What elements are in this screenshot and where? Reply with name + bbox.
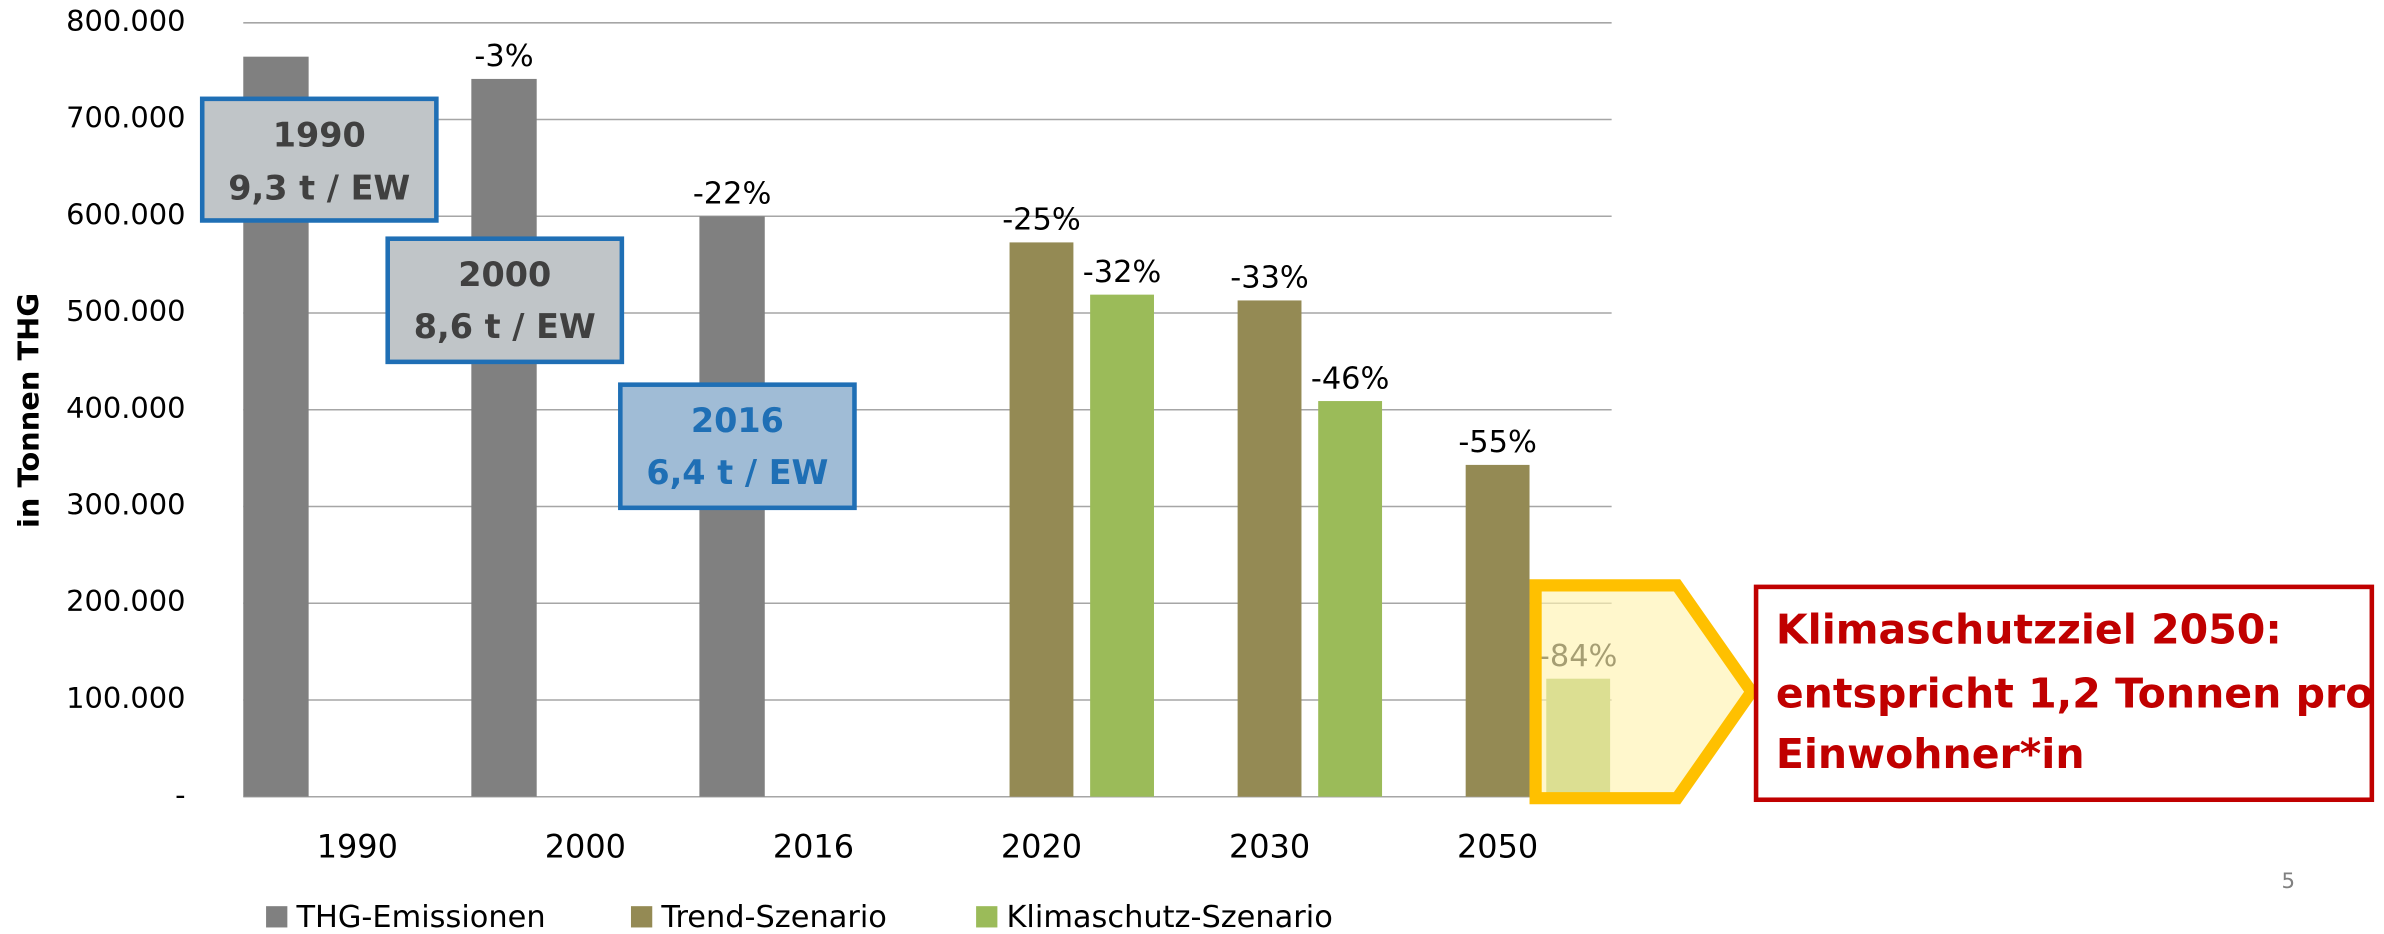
y-tick-label: 400.000 [66,391,185,425]
box [618,382,857,511]
bar [1318,401,1383,797]
box [199,96,439,223]
data-label: -3% [474,39,533,74]
box-text: 9,3 t / EW [228,169,410,208]
y-tick-label: 200.000 [66,584,185,618]
y-tick-label: 100.000 [66,681,185,715]
bar [1465,464,1530,797]
page-number: 5 [2281,869,2295,894]
y-tick-label: - [175,778,185,812]
data-label: -46% [1311,361,1390,396]
plot: - 100.000 200.000 300.000 400.000 500.000 600.… [66,4,1617,934]
callout-box [1753,584,2375,803]
box-text: 6,4 t / EW [646,453,828,492]
box-2016: 2016 6,4 t / EW [618,382,857,511]
x-tick-label: 2030 [1229,827,1310,865]
box-year: 1990 [273,115,366,154]
y-axis-label: in Tonnen THG [11,293,45,528]
data-label: -55% [1458,425,1537,460]
callout-line: entspricht 1,2 Tonnen pro [1776,669,2374,717]
box-1990: 1990 9,3 t / EW [199,96,439,223]
legend-label: THG-Emissionen [295,900,545,934]
callout: Klimaschutzziel 2050: entspricht 1,2 Ton… [1753,584,2375,803]
callout-line: Einwohner*in [1776,730,2085,778]
y-tick-label: 500.000 [66,294,185,328]
highlight-arrow [1529,579,1759,805]
box-2000: 2000 8,6 t / EW [385,236,625,365]
x-tick-label: 2016 [773,827,854,865]
box-year: 2000 [458,255,551,294]
x-tick-label: 2020 [1001,827,1082,865]
bar [471,78,537,797]
legend-swatch [266,906,288,928]
x-tick-label: 2050 [1457,827,1538,865]
data-label: -25% [1002,203,1081,238]
y-tick-label: 300.000 [66,487,185,521]
data-label: -33% [1230,261,1309,296]
data-label: -32% [1083,255,1162,290]
x-tick-label: 2000 [545,827,626,865]
legend-swatch [976,906,998,928]
bar [1090,294,1154,797]
y-tick-label: 800.000 [66,4,185,38]
bar [1237,300,1302,797]
y-tick-label: 700.000 [66,101,185,135]
y-tick-label: 600.000 [66,197,185,231]
legend-label: Trend-Szenario [660,900,887,934]
bar [1009,242,1074,797]
x-tick-label: 1990 [317,827,398,865]
box-text: 8,6 t / EW [414,307,596,346]
box [385,236,625,365]
data-label: -22% [693,176,772,211]
box-year: 2016 [691,401,784,440]
callout-line: Klimaschutzziel 2050: [1776,605,2282,653]
legend-label: Klimaschutz-Szenario [1007,900,1333,934]
legend-swatch [630,906,653,928]
